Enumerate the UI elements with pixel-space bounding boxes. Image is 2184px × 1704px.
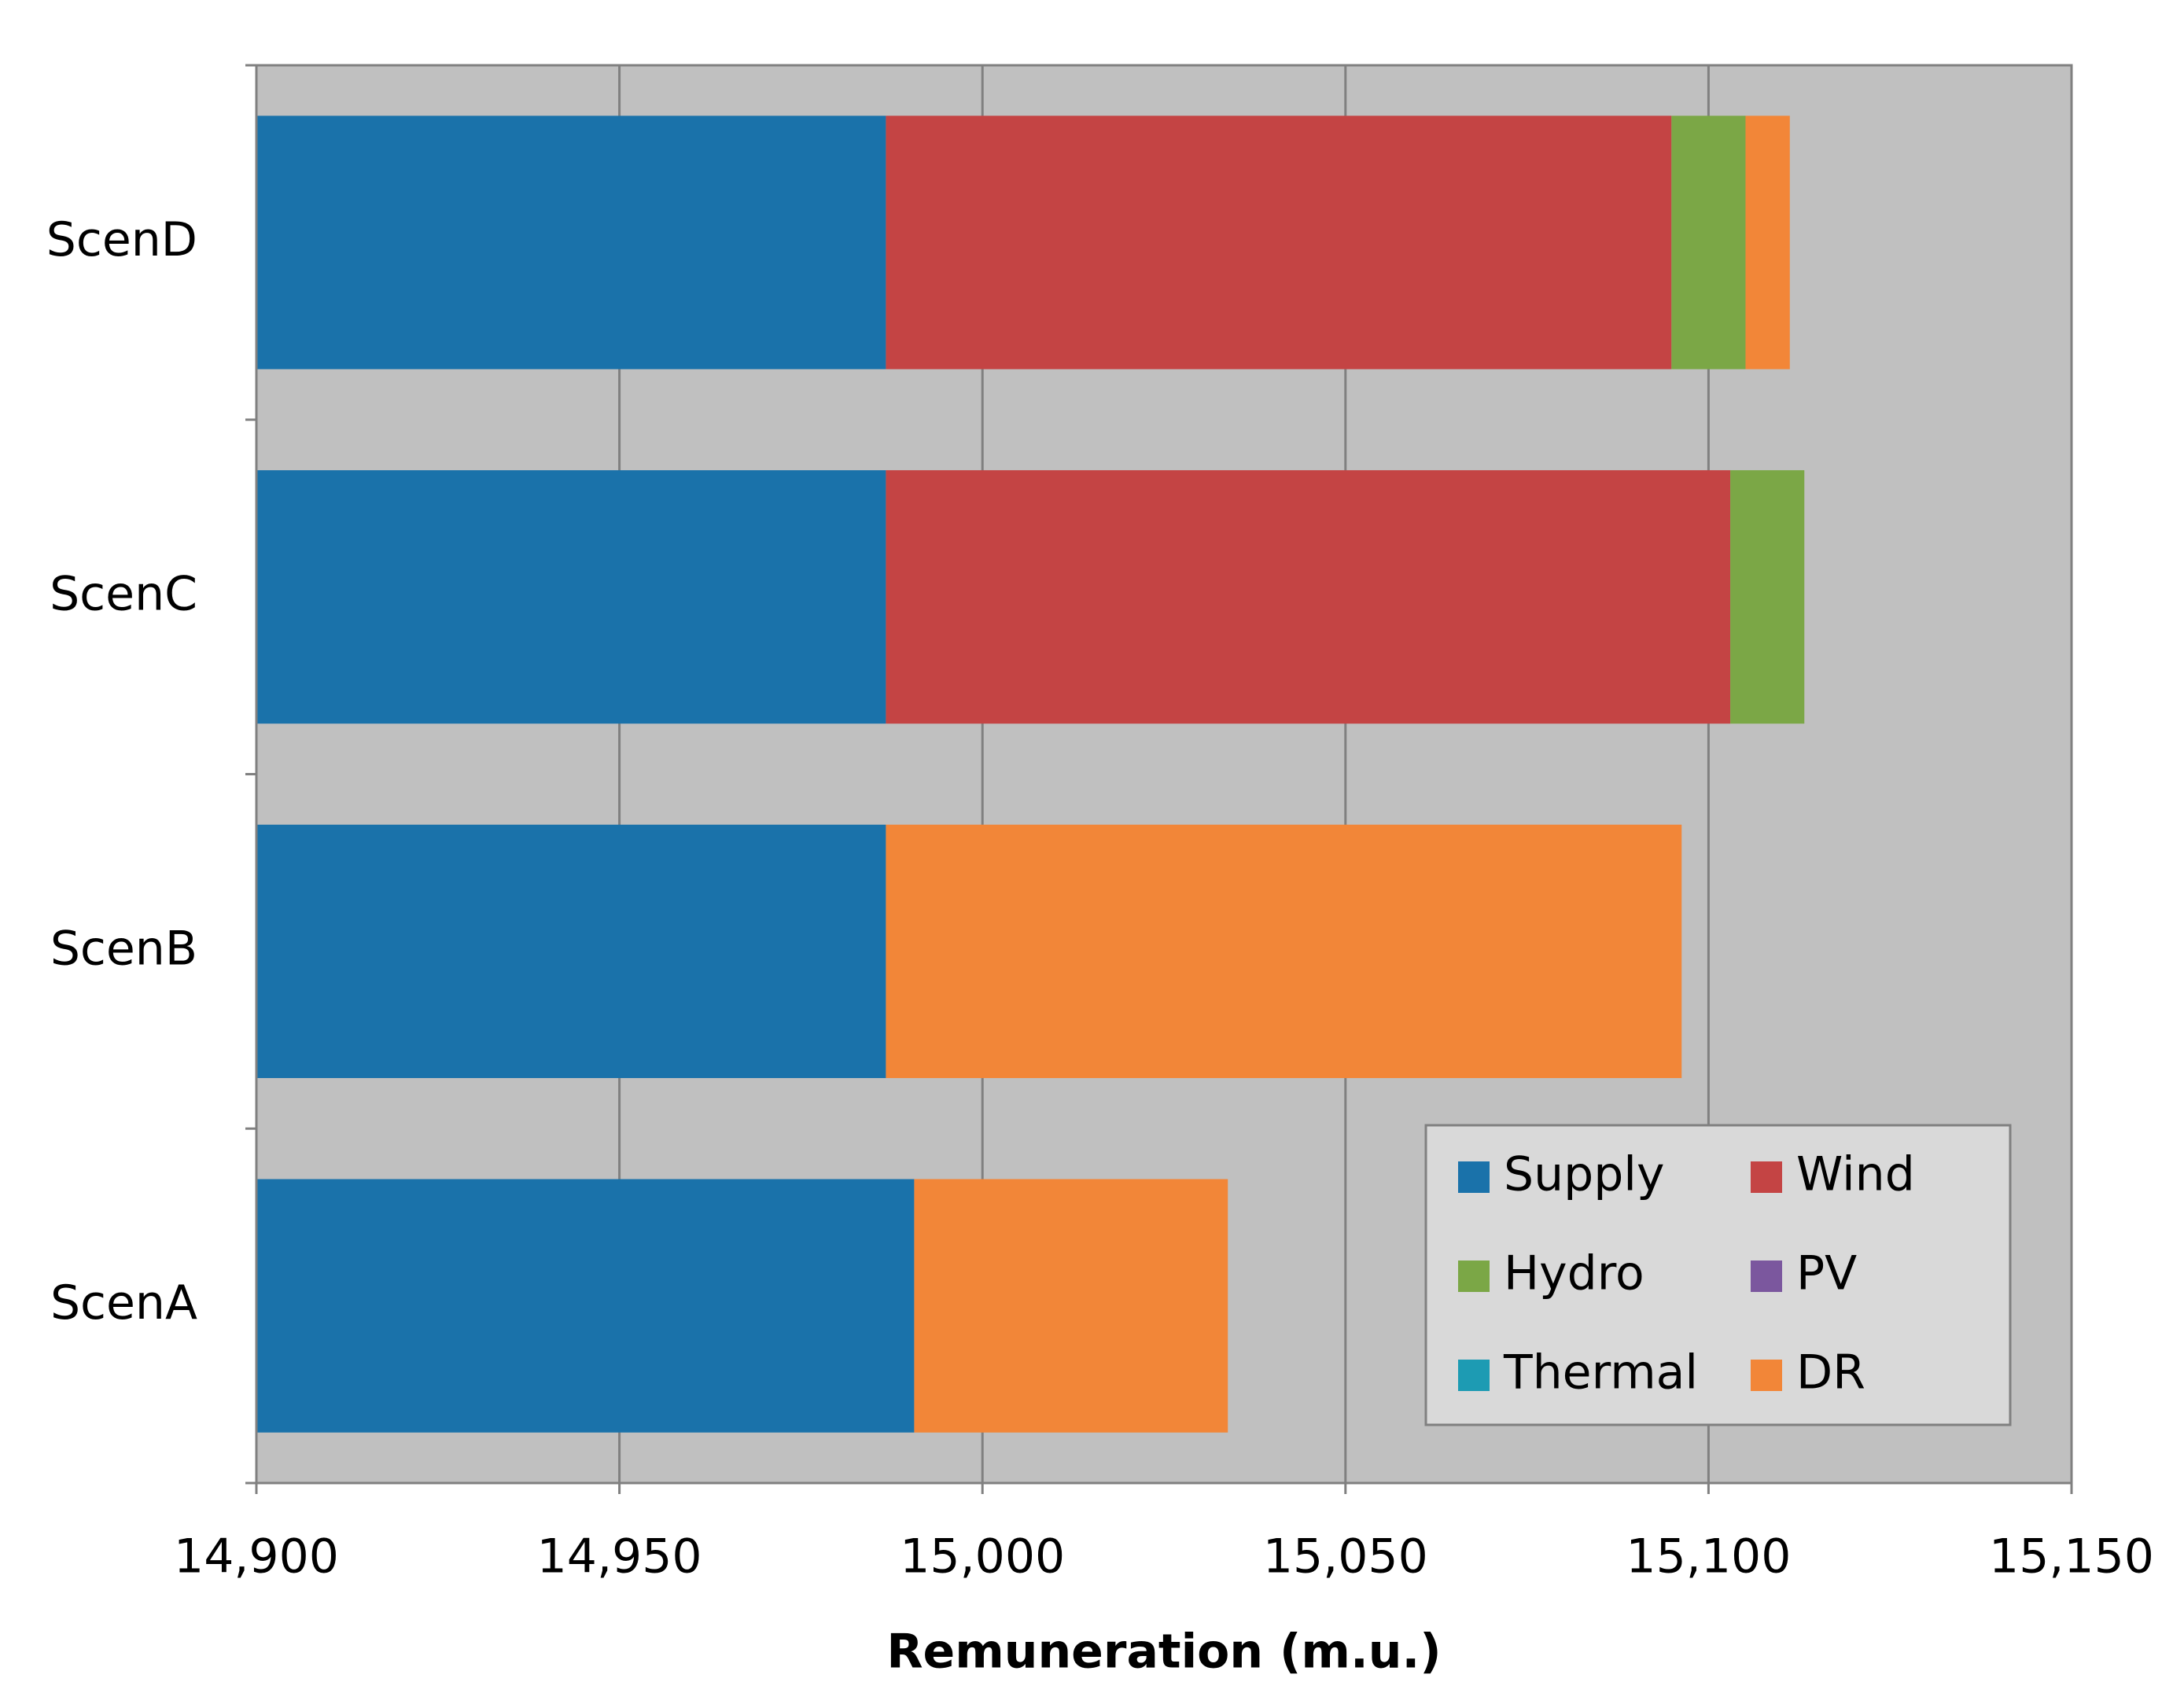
y-tick-label: ScenC [50,567,197,622]
y-tick-label: ScenB [50,921,197,976]
bars [256,116,1805,1433]
legend-label: Supply [1504,1147,1664,1202]
bar-segment [1671,116,1746,370]
legend-label: PV [1796,1246,1857,1301]
x-axis-title: Remuneration (m.u.) [886,1625,1441,1680]
bar-segment [886,469,1731,724]
legend-swatch [1458,1161,1490,1193]
x-tick-label: 14,950 [537,1529,702,1584]
bar-segment [886,824,1682,1079]
bar-segment [256,116,886,370]
legend-label: Hydro [1504,1246,1644,1301]
legend-label: DR [1796,1345,1865,1400]
bar-segment [256,469,886,724]
x-tick-label: 14,900 [174,1529,339,1584]
bar-segment [1745,116,1790,370]
legend-box [1424,1124,2012,1426]
y-tick-label: ScenA [50,1275,197,1330]
legend-swatch [1458,1261,1490,1292]
legend-label: Thermal [1503,1345,1698,1400]
x-tick-label: 15,050 [1263,1529,1428,1584]
legend-swatch [1458,1360,1490,1391]
x-tick-label: 15,150 [1989,1529,2154,1584]
bar-segment [256,1179,915,1433]
bar-segment [886,116,1672,370]
y-tick-label: ScenD [46,212,197,267]
bar-segment [914,1179,1228,1433]
plot-border [255,64,2073,1485]
legend-swatch [1751,1161,1782,1193]
x-tick-label: 15,000 [900,1529,1065,1584]
legend-swatch [1751,1261,1782,1292]
bar-segment [1730,469,1805,724]
legend-swatch [1751,1360,1782,1391]
x-tick-label: 15,100 [1626,1529,1791,1584]
bar-segment [256,824,886,1079]
legend-label: Wind [1796,1147,1915,1202]
